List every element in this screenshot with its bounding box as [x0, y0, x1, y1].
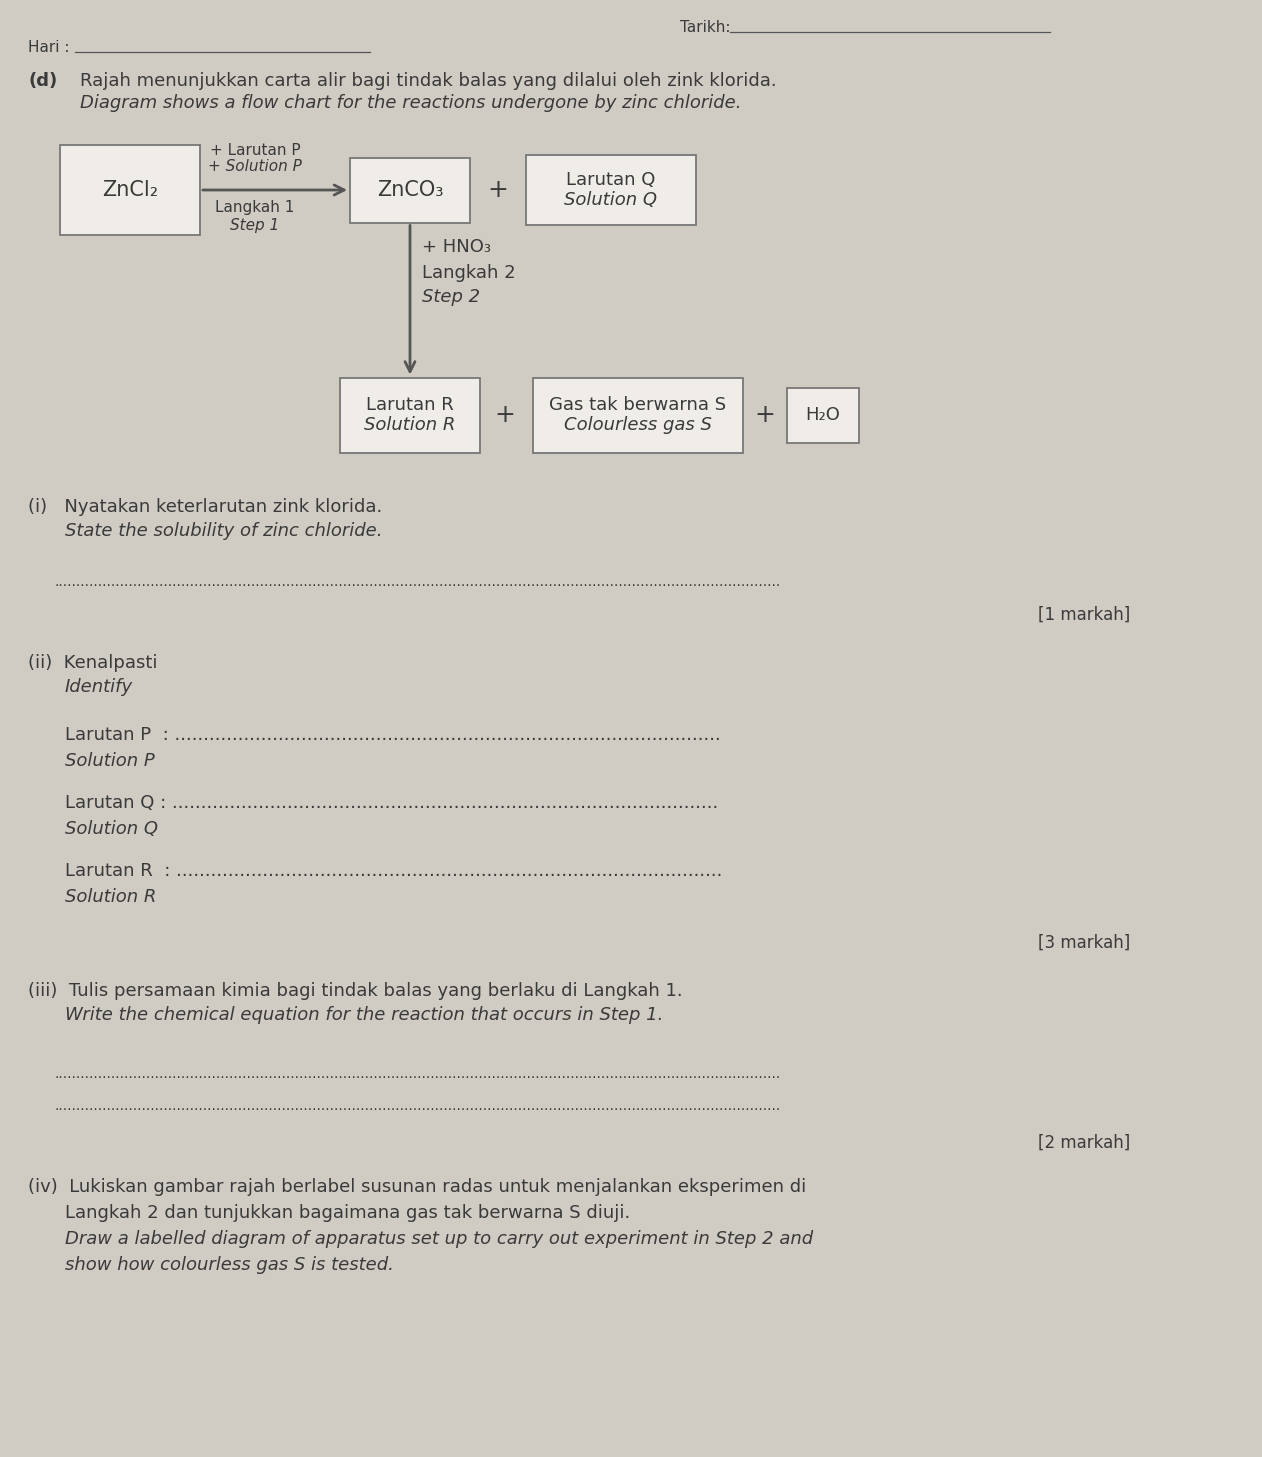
- Text: (iii)  Tulis persamaan kimia bagi tindak balas yang berlaku di Langkah 1.: (iii) Tulis persamaan kimia bagi tindak …: [28, 982, 683, 1000]
- Text: Solution P: Solution P: [66, 752, 155, 769]
- Text: Solution Q: Solution Q: [564, 191, 658, 208]
- Text: Solution R: Solution R: [365, 415, 456, 434]
- Text: [3 markah]: [3 markah]: [1037, 934, 1129, 951]
- Text: ................................................................................: ........................................…: [56, 1067, 781, 1081]
- Text: show how colourless gas S is tested.: show how colourless gas S is tested.: [66, 1256, 394, 1273]
- Text: + Solution P: + Solution P: [208, 159, 302, 173]
- Text: Step 2: Step 2: [422, 288, 480, 306]
- Text: H₂O: H₂O: [805, 407, 840, 424]
- Text: [1 markah]: [1 markah]: [1037, 606, 1129, 624]
- Text: Langkah 2 dan tunjukkan bagaimana gas tak berwarna S diuji.: Langkah 2 dan tunjukkan bagaimana gas ta…: [66, 1203, 630, 1221]
- Text: +: +: [487, 178, 509, 203]
- Text: Larutan R  : ...................................................................: Larutan R : ............................…: [66, 861, 722, 880]
- FancyBboxPatch shape: [339, 377, 480, 453]
- FancyBboxPatch shape: [533, 377, 743, 453]
- Text: Step 1: Step 1: [231, 219, 280, 233]
- Text: Larutan Q : ....................................................................: Larutan Q : ............................…: [66, 794, 718, 812]
- Text: Diagram shows a flow chart for the reactions undergone by zinc chloride.: Diagram shows a flow chart for the react…: [80, 95, 742, 112]
- Text: + Larutan P: + Larutan P: [209, 143, 300, 157]
- Text: Hari :: Hari :: [28, 39, 69, 55]
- Text: (i)   Nyatakan keterlarutan zink klorida.: (i) Nyatakan keterlarutan zink klorida.: [28, 497, 382, 516]
- Text: ZnCl₂: ZnCl₂: [102, 181, 158, 200]
- Text: Tarikh:: Tarikh:: [680, 20, 731, 35]
- Text: +: +: [495, 404, 515, 427]
- Text: Draw a labelled diagram of apparatus set up to carry out experiment in Step 2 an: Draw a labelled diagram of apparatus set…: [66, 1231, 813, 1249]
- Text: ZnCO₃: ZnCO₃: [377, 181, 443, 200]
- Text: + HNO₃: + HNO₃: [422, 237, 491, 255]
- Text: Langkah 2: Langkah 2: [422, 265, 516, 283]
- Text: (iv)  Lukiskan gambar rajah berlabel susunan radas untuk menjalankan eksperimen : (iv) Lukiskan gambar rajah berlabel susu…: [28, 1179, 806, 1196]
- Text: ................................................................................: ........................................…: [56, 576, 781, 590]
- Text: Colourless gas S: Colourless gas S: [564, 415, 712, 434]
- Text: Gas tak berwarna S: Gas tak berwarna S: [549, 396, 727, 414]
- FancyBboxPatch shape: [61, 146, 199, 235]
- Text: State the solubility of zinc chloride.: State the solubility of zinc chloride.: [66, 523, 382, 541]
- Text: (ii)  Kenalpasti: (ii) Kenalpasti: [28, 654, 158, 672]
- Text: Rajah menunjukkan carta alir bagi tindak balas yang dilalui oleh zink klorida.: Rajah menunjukkan carta alir bagi tindak…: [80, 71, 776, 90]
- Text: Langkah 1: Langkah 1: [216, 200, 295, 216]
- FancyBboxPatch shape: [526, 154, 697, 224]
- Text: Identify: Identify: [66, 679, 133, 696]
- Text: Write the chemical equation for the reaction that occurs in Step 1.: Write the chemical equation for the reac…: [66, 1007, 664, 1024]
- Text: [2 markah]: [2 markah]: [1037, 1134, 1129, 1151]
- Text: ................................................................................: ........................................…: [56, 1099, 781, 1113]
- Text: (d): (d): [28, 71, 57, 90]
- FancyBboxPatch shape: [787, 388, 859, 443]
- Text: Solution R: Solution R: [66, 887, 156, 905]
- Text: Larutan P  : ...................................................................: Larutan P : ............................…: [66, 726, 721, 743]
- Text: +: +: [755, 404, 775, 427]
- Text: Larutan R: Larutan R: [366, 396, 454, 414]
- Text: Larutan Q: Larutan Q: [567, 172, 656, 189]
- Text: Solution Q: Solution Q: [66, 819, 158, 838]
- FancyBboxPatch shape: [350, 157, 469, 223]
